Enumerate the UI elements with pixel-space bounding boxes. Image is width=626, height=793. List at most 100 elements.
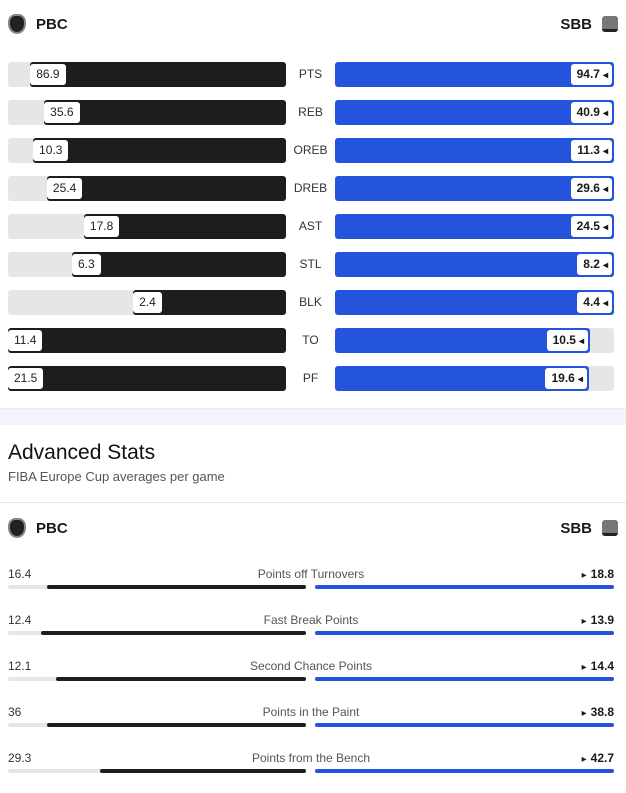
home-bar-fill: 6.3 bbox=[71, 252, 286, 277]
home-bar-fill bbox=[40, 631, 306, 635]
stat-label: AST bbox=[298, 219, 323, 233]
away-value: 13.9 bbox=[582, 613, 614, 627]
away-value: 38.8 bbox=[582, 705, 614, 719]
away-bar-fill: 40.9 bbox=[335, 100, 614, 125]
away-team[interactable]: SBB bbox=[560, 520, 618, 537]
stat-label: OREB bbox=[293, 143, 328, 157]
away-bar bbox=[315, 723, 614, 727]
home-value: 25.4 bbox=[46, 178, 83, 199]
away-bar-fill: 94.7 bbox=[335, 62, 614, 87]
away-bar: 40.9 bbox=[335, 100, 614, 125]
stat-row-reb: 35.6 REB 40.9 bbox=[8, 100, 614, 125]
away-value: 24.5 bbox=[570, 216, 612, 237]
away-bar-fill: 10.5 bbox=[335, 328, 590, 353]
away-value: 8.2 bbox=[577, 254, 612, 275]
advanced-row: 29.3 Points from the Bench 42.7 bbox=[8, 751, 614, 779]
advanced-stats-title: Advanced Stats bbox=[8, 441, 156, 464]
home-value: 2.4 bbox=[133, 292, 162, 313]
away-bar bbox=[315, 769, 614, 773]
away-bar: 19.6 bbox=[335, 366, 614, 391]
divider bbox=[0, 502, 626, 503]
home-bar-fill: 35.6 bbox=[44, 100, 286, 125]
sbb-logo-icon bbox=[602, 520, 618, 536]
away-bar: 10.5 bbox=[335, 328, 614, 353]
stat-row-blk: 2.4 BLK 4.4 bbox=[8, 290, 614, 315]
away-bar: 8.2 bbox=[335, 252, 614, 277]
stat-row-to: 11.4 TO 10.5 bbox=[8, 328, 614, 353]
home-team[interactable]: PBC bbox=[8, 518, 68, 538]
home-bar-fill bbox=[100, 769, 306, 773]
away-bar bbox=[315, 631, 614, 635]
stat-label: PTS bbox=[298, 67, 323, 81]
advanced-row: 12.4 Fast Break Points 13.9 bbox=[8, 613, 614, 641]
away-value: 11.3 bbox=[571, 140, 612, 161]
stat-row-oreb: 10.3 OREB 11.3 bbox=[8, 138, 614, 163]
advanced-team-header: PBC SBB bbox=[8, 516, 618, 540]
away-bar-fill: 11.3 bbox=[335, 138, 614, 163]
stat-label: BLK bbox=[299, 295, 322, 309]
home-value: 21.5 bbox=[8, 368, 44, 389]
away-team-name: SBB bbox=[560, 519, 592, 537]
pbc-logo-icon bbox=[8, 14, 26, 34]
away-bar-fill: 8.2 bbox=[335, 252, 614, 277]
home-value: 29.3 bbox=[8, 751, 32, 765]
home-bar bbox=[8, 631, 306, 635]
home-bar: 17.8 bbox=[8, 214, 286, 239]
away-bar-fill: 4.4 bbox=[335, 290, 614, 315]
home-bar: 11.4 bbox=[8, 328, 286, 353]
advanced-stat-label: Fast Break Points bbox=[263, 613, 359, 627]
home-team-name: PBC bbox=[36, 15, 68, 33]
away-bar: 94.7 bbox=[335, 62, 614, 87]
home-bar-fill: 25.4 bbox=[46, 176, 286, 201]
away-bar: 29.6 bbox=[335, 176, 614, 201]
home-bar-fill: 86.9 bbox=[30, 62, 286, 87]
home-bar bbox=[8, 677, 306, 681]
away-value: 10.5 bbox=[546, 330, 588, 351]
stat-row-dreb: 25.4 DREB 29.6 bbox=[8, 176, 614, 201]
stat-label: REB bbox=[298, 105, 323, 119]
away-value: 4.4 bbox=[577, 292, 612, 313]
advanced-stats-subtitle: FIBA Europe Cup averages per game bbox=[8, 469, 225, 484]
away-bar-fill bbox=[315, 723, 614, 727]
home-bar-fill: 2.4 bbox=[133, 290, 286, 315]
home-value: 11.4 bbox=[8, 330, 43, 351]
home-value: 6.3 bbox=[71, 254, 101, 275]
sbb-logo-icon bbox=[602, 16, 618, 32]
advanced-row: 16.4 Points off Turnovers 18.8 bbox=[8, 567, 614, 595]
stat-row-pf: 21.5 PF 19.6 bbox=[8, 366, 614, 391]
advanced-stat-label: Second Chance Points bbox=[249, 659, 373, 673]
away-value: 42.7 bbox=[582, 751, 614, 765]
home-bar bbox=[8, 585, 306, 589]
home-value: 12.1 bbox=[8, 659, 32, 673]
away-bar: 11.3 bbox=[335, 138, 614, 163]
away-bar-fill: 24.5 bbox=[335, 214, 614, 239]
home-team[interactable]: PBC bbox=[8, 14, 68, 34]
stat-label: TO bbox=[302, 333, 319, 347]
away-bar-fill bbox=[315, 769, 614, 773]
home-bar: 86.9 bbox=[8, 62, 286, 87]
stat-row-pts: 86.9 PTS 94.7 bbox=[8, 62, 614, 87]
away-team[interactable]: SBB bbox=[560, 16, 618, 33]
pbc-logo-icon bbox=[8, 518, 26, 538]
away-bar-fill bbox=[315, 585, 614, 589]
home-value: 35.6 bbox=[44, 102, 80, 123]
away-bar bbox=[315, 585, 614, 589]
stat-row-stl: 6.3 STL 8.2 bbox=[8, 252, 614, 277]
away-bar-fill: 19.6 bbox=[335, 366, 589, 391]
away-value: 19.6 bbox=[545, 368, 587, 389]
away-bar: 24.5 bbox=[335, 214, 614, 239]
home-bar-fill bbox=[46, 585, 306, 589]
section-separator bbox=[0, 408, 626, 425]
advanced-row: 36 Points in the Paint 38.8 bbox=[8, 705, 614, 733]
home-bar-fill bbox=[46, 723, 306, 727]
home-bar-fill: 21.5 bbox=[8, 366, 286, 391]
home-bar: 6.3 bbox=[8, 252, 286, 277]
stat-label: DREB bbox=[293, 181, 328, 195]
away-bar-fill: 29.6 bbox=[335, 176, 614, 201]
advanced-stat-label: Points from the Bench bbox=[251, 751, 371, 765]
home-bar-fill: 10.3 bbox=[33, 138, 286, 163]
home-value: 17.8 bbox=[83, 216, 120, 237]
home-team-name: PBC bbox=[36, 519, 68, 537]
home-bar-fill bbox=[55, 677, 306, 681]
team-header: PBC SBB bbox=[8, 12, 618, 36]
